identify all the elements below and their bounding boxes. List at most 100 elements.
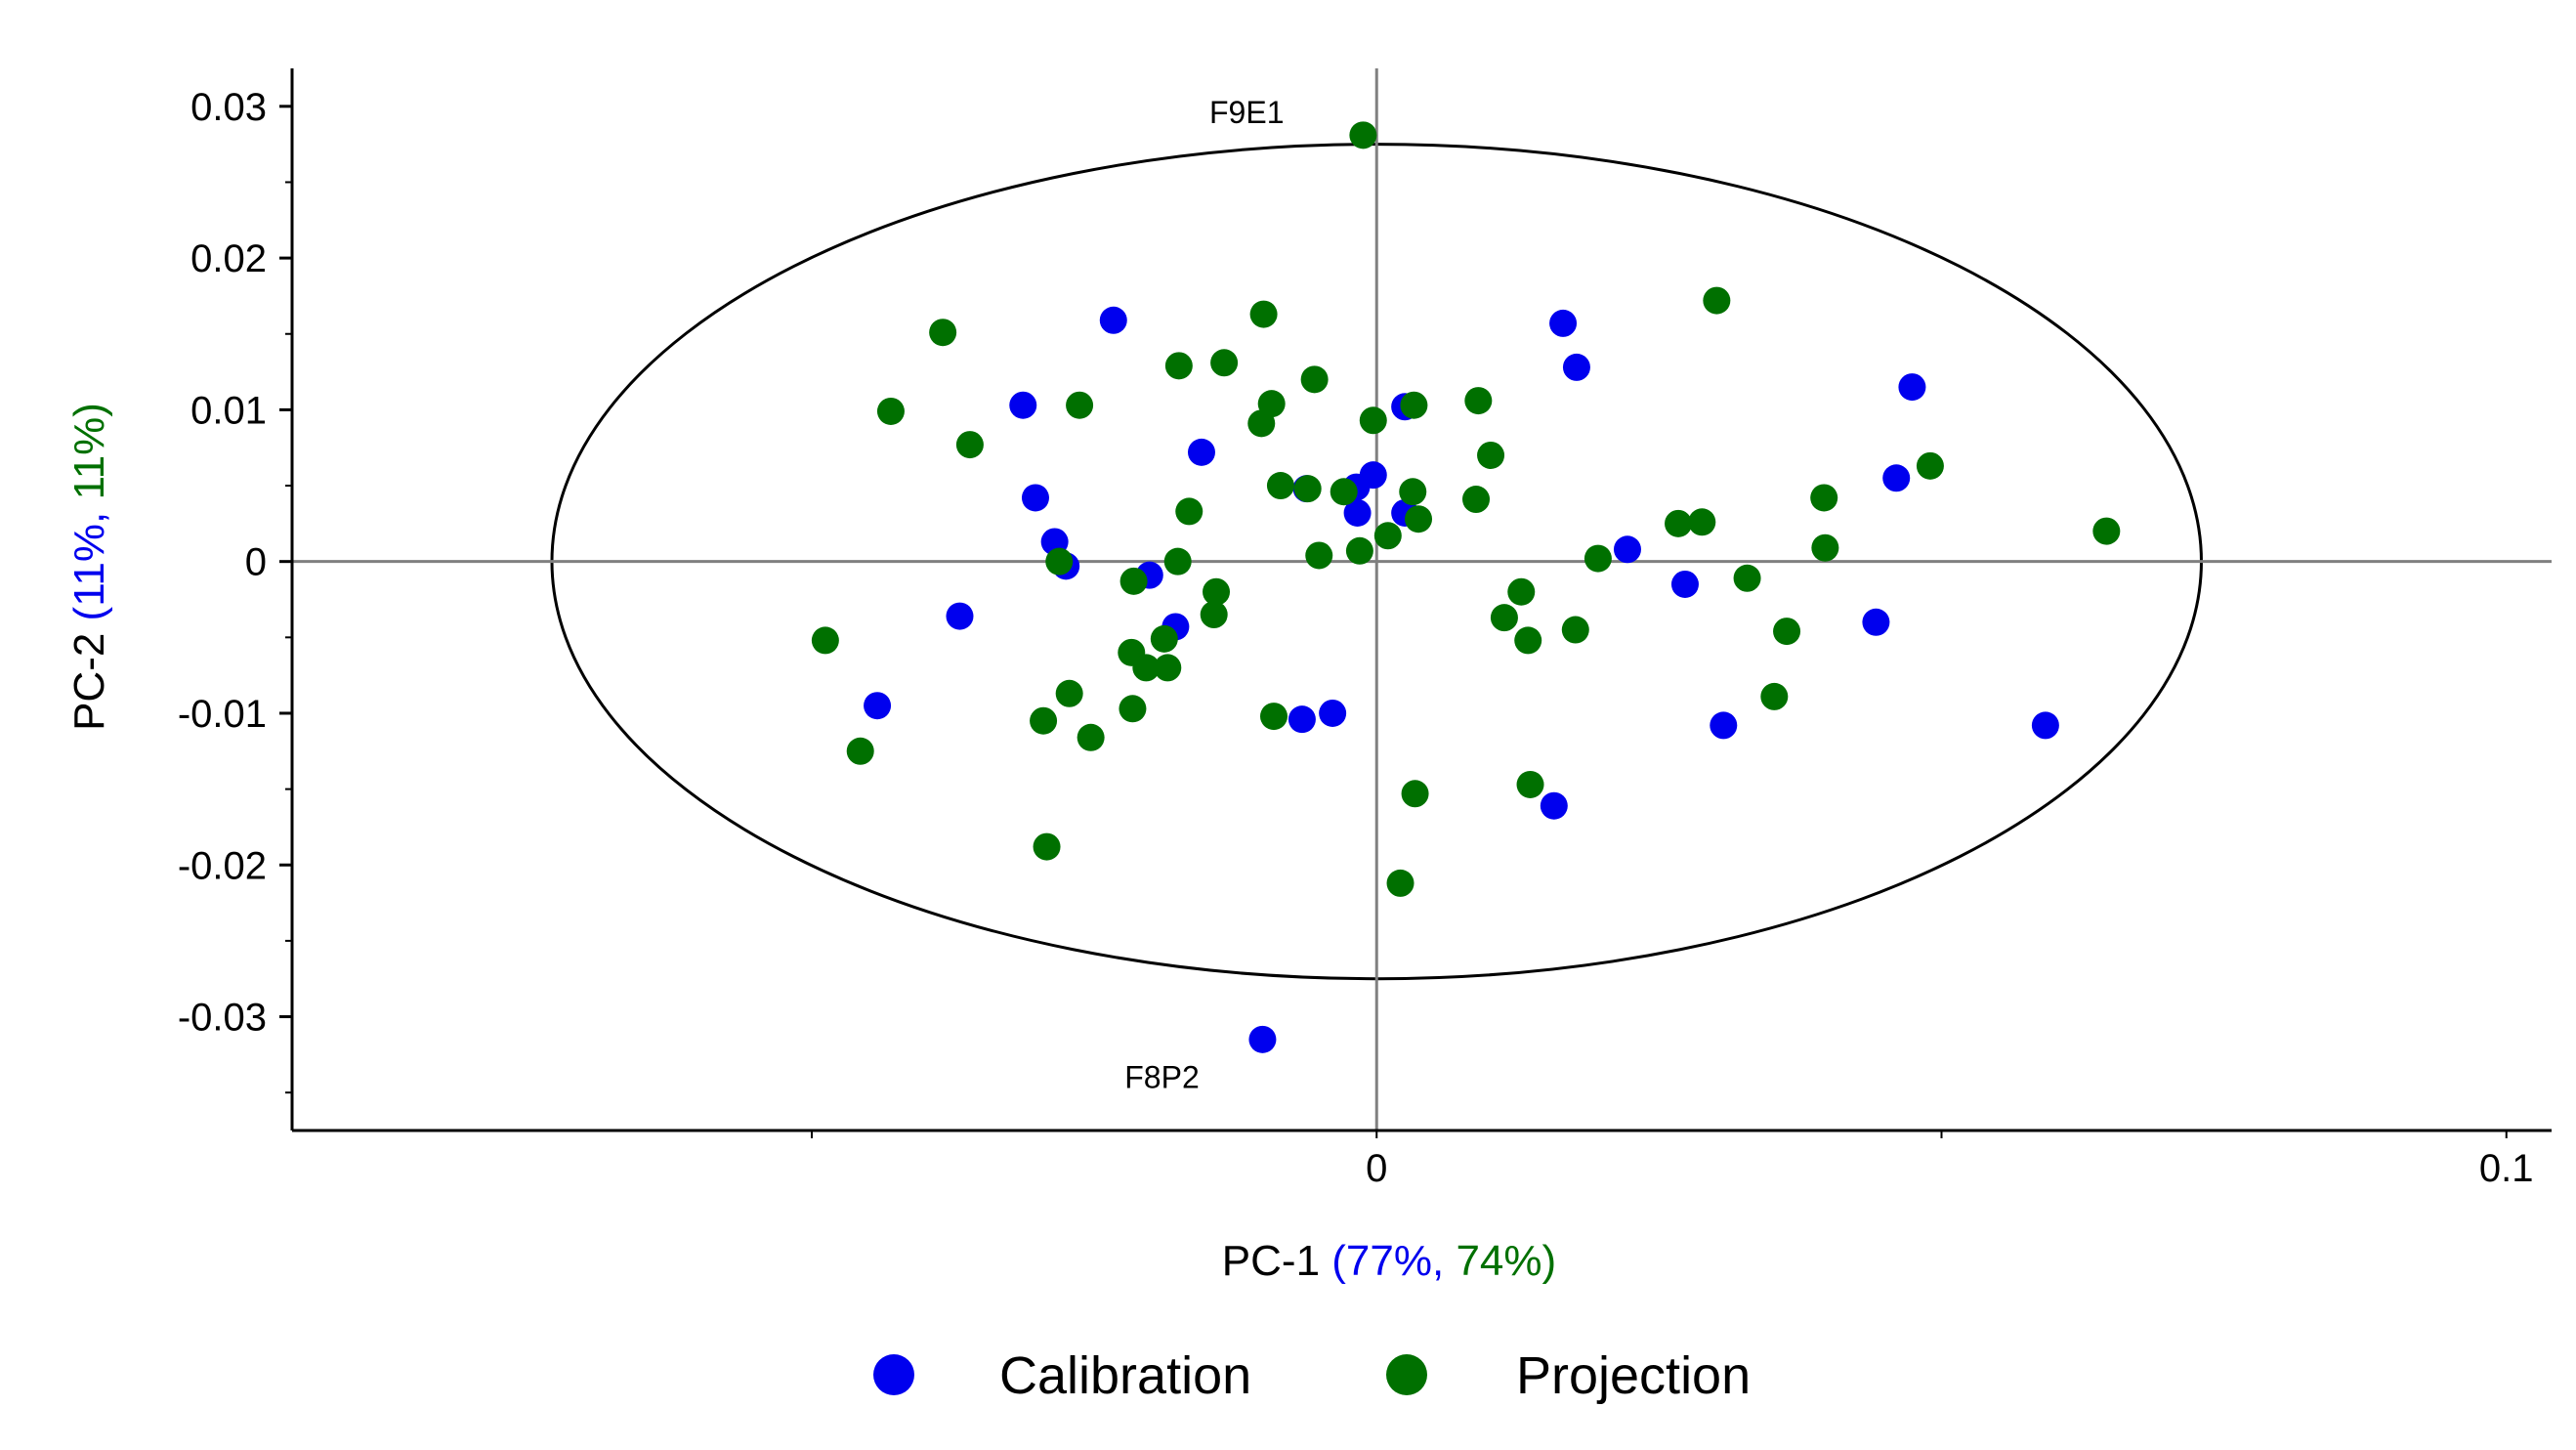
point-projection [1119,695,1147,723]
point-projection [1703,286,1731,315]
point-projection [1164,352,1193,380]
y-axis-title: PC-2 (11%, 11%) [65,403,113,731]
point-projection [1359,406,1387,435]
point-calibration [1009,391,1037,419]
point-projection [1305,541,1333,570]
point-projection [1665,509,1693,537]
point-calibration [1862,608,1890,636]
point-calibration [946,602,974,630]
point-projection [1249,300,1278,328]
point-projection [1916,451,1944,480]
point-projection [1077,723,1105,751]
point-calibration [1343,498,1372,527]
point-annotation: F9E1 [1209,95,1284,130]
point-projection [1175,497,1204,526]
point-projection [1811,533,1839,562]
point-projection [1033,832,1061,861]
point-calibration [1540,791,1568,820]
point-projection [1477,441,1505,469]
point-calibration [1613,535,1641,564]
point-calibration [1359,461,1387,490]
legend-label-calibration: Calibration [999,1346,1251,1405]
point-projection [1150,624,1178,653]
point-projection [1733,564,1761,592]
point-projection [1688,508,1716,536]
point-calibration [1187,438,1215,466]
y-axis-title-calibration: (11%, [65,512,113,621]
y-tick-label: -0.01 [178,693,267,736]
point-calibration [1099,306,1127,334]
point-projection [1507,577,1536,606]
point-projection [1259,703,1288,731]
point-projection [1293,475,1322,503]
x-tick-label: 0.1 [2479,1147,2534,1190]
point-projection [1773,618,1801,646]
point-calibration [1670,570,1699,598]
point-projection [1760,682,1789,710]
y-tick-label: 0.01 [190,389,267,432]
point-calibration [1319,699,1347,727]
legend-marker-projection [1386,1354,1427,1395]
point-projection [1462,486,1491,514]
point-projection [876,397,905,425]
point-projection [2092,517,2121,545]
point-projection [1514,626,1542,655]
point-projection [1399,478,1427,506]
point-calibration [1021,484,1049,512]
point-calibration [1562,353,1590,381]
point-projection [1386,869,1415,897]
point-projection [1345,536,1373,565]
point-projection [1584,544,1612,573]
point-projection [1349,121,1377,149]
x-axis-title-calibration: (77%, [1331,1237,1444,1285]
point-projection [1810,484,1838,512]
point-calibration [864,692,892,720]
point-calibration [1248,1025,1277,1053]
point-projection [1154,654,1182,682]
point-projection [929,319,957,347]
point-calibration [1549,309,1578,337]
point-projection [1405,505,1433,533]
point-projection [1045,547,1074,576]
point-projection [1200,601,1228,629]
point-projection [1132,654,1161,682]
point-projection [1401,780,1429,808]
y-tick-label: -0.03 [178,997,267,1040]
point-calibration [1288,705,1316,734]
point-calibration [2031,711,2059,740]
x-tick-label: 0 [1366,1147,1387,1190]
point-projection [1400,391,1428,419]
point-projection [1257,390,1286,418]
point-projection [1373,522,1402,550]
point-calibration [1898,373,1926,402]
point-projection [1300,365,1329,394]
x-axis-title-prefix: PC-1 [1222,1237,1331,1285]
x-axis-title-projection: 74%) [1444,1237,1556,1285]
y-axis-title-projection: 11%) [65,403,113,512]
legend: Calibration Projection [873,1346,1751,1405]
y-tick-label: 0 [245,541,267,584]
point-projection [811,626,839,655]
point-projection [1066,391,1094,419]
point-annotation: F8P2 [1124,1060,1199,1095]
point-projection [1464,387,1493,415]
point-projection [1119,567,1148,595]
y-axis-title-prefix: PC-2 [65,620,113,730]
point-projection [1516,770,1544,798]
point-projection [1203,577,1231,606]
point-projection [1210,349,1239,377]
y-tick-label: -0.02 [178,844,267,887]
legend-marker-calibration [873,1354,914,1395]
point-projection [1030,706,1058,735]
point-projection [1330,478,1358,506]
point-projection [955,431,984,459]
point-projection [1163,547,1192,576]
point-projection [1490,604,1518,632]
x-axis-title: PC-1 (77%, 74%) [1222,1237,1556,1285]
point-calibration [1710,711,1738,740]
legend-label-projection: Projection [1516,1346,1751,1405]
y-tick-label: 0.03 [190,86,267,129]
y-tick-label: 0.02 [190,237,267,280]
point-calibration [1882,464,1911,492]
